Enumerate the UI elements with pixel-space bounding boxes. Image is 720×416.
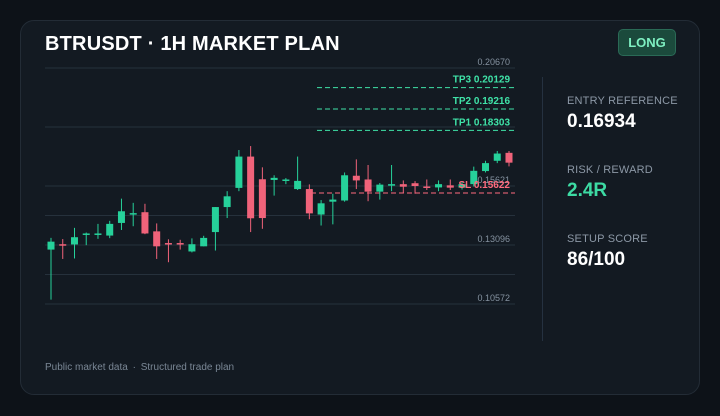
candle-down (258, 167, 266, 229)
candle-up (388, 164, 396, 192)
candle-up (435, 180, 443, 192)
candle-down (164, 239, 172, 263)
candle-down (59, 239, 67, 259)
candle-down (505, 150, 513, 167)
candle-up (482, 160, 490, 173)
footer-source: Public market data (45, 362, 128, 373)
candle-up (117, 198, 125, 230)
candle-down (364, 164, 372, 202)
price-tick-label: 0.13096 (477, 234, 510, 244)
entry-reference-label: ENTRY REFERENCE (567, 95, 678, 107)
chart-title: BTRUSDT · 1H MARKET PLAN (45, 33, 340, 55)
candle-up (211, 207, 219, 251)
candle-up (82, 232, 90, 246)
setup-score-stat: SETUP SCORE 86/100 (567, 233, 648, 271)
candles (47, 146, 513, 300)
price-labels: 0.20670 0.15621 0.13096 0.10572 TP3 0.20129 T… (453, 57, 511, 303)
candle-up (493, 150, 501, 164)
candle-down (399, 180, 407, 194)
risk-reward-value: 2.4R (567, 180, 608, 201)
footer-tagline: Structured trade plan (140, 362, 235, 373)
candlestick-chart: 0.20670 0.15621 0.13096 0.10572 TP3 0.20129 T… (45, 57, 515, 305)
candle-up (294, 156, 302, 190)
setup-score-value: 86/100 (567, 249, 626, 270)
candle-up (458, 181, 466, 190)
footer-separator: · (132, 362, 136, 373)
candle-down (446, 179, 454, 190)
candle-up (341, 172, 349, 202)
take-profit-label: TP2 0.19216 (453, 96, 511, 107)
setup-score-label: SETUP SCORE (567, 233, 648, 245)
candle-down (153, 223, 161, 259)
market-plan-card: BTRUSDT · 1H MARKET PLAN LONG 0.20670 0.1… (20, 20, 700, 395)
price-tick-label: 0.20670 (477, 57, 510, 67)
price-tick-label: 0.15621 (477, 175, 510, 185)
candle-up (270, 175, 278, 196)
candle-up (94, 223, 102, 239)
risk-reward-stat: RISK / REWARD 2.4R (567, 164, 653, 202)
candle-up (223, 191, 231, 219)
candle-up (235, 150, 243, 192)
price-tick-label: 0.10572 (477, 293, 510, 303)
candle-down (141, 203, 149, 235)
candle-down (247, 146, 255, 233)
candle-down (411, 181, 419, 194)
panel-divider (542, 77, 543, 341)
candle-up (70, 227, 78, 259)
candle-up (129, 202, 137, 227)
footer-note: Public market data · Structured trade pl… (45, 362, 234, 373)
stop-loss-label: SL 0.15622 (458, 180, 510, 191)
candle-down (423, 179, 431, 190)
candle-up (376, 182, 384, 200)
direction-badge: LONG (618, 29, 676, 56)
candle-up (188, 238, 196, 253)
candle-up (106, 220, 114, 239)
candle-up (282, 178, 290, 185)
candle-up (470, 166, 478, 187)
grid-lines (45, 67, 515, 305)
take-profit-label: TP1 0.18303 (453, 117, 511, 128)
entry-reference-stat: ENTRY REFERENCE 0.16934 (567, 95, 678, 133)
candle-down (176, 239, 184, 250)
candle-up (47, 237, 55, 300)
candle-up (329, 193, 337, 225)
entry-reference-value: 0.16934 (567, 111, 636, 132)
candle-down (305, 184, 313, 220)
candle-up (317, 200, 325, 226)
risk-reward-label: RISK / REWARD (567, 164, 653, 176)
take-profit-label: TP3 0.20129 (453, 75, 511, 86)
candle-down (352, 159, 360, 190)
candle-up (200, 235, 208, 247)
